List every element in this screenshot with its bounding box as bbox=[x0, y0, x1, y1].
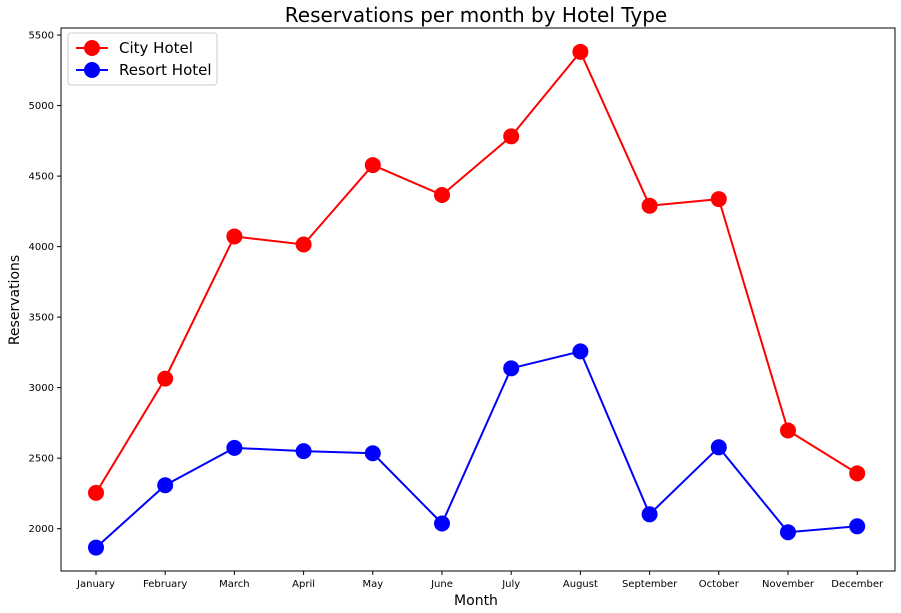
series-line-resort-hotel bbox=[95, 350, 858, 549]
plot-area bbox=[60, 27, 896, 572]
data-point bbox=[572, 343, 589, 360]
data-point bbox=[295, 443, 312, 460]
data-point bbox=[157, 370, 174, 387]
data-point bbox=[572, 43, 589, 60]
y-tick-label: 4000 bbox=[29, 242, 54, 253]
x-axis: January February March April May June July Augu… bbox=[76, 571, 884, 590]
data-point bbox=[641, 506, 658, 523]
data-point bbox=[641, 197, 658, 214]
data-point bbox=[849, 465, 866, 482]
data-point bbox=[849, 518, 866, 535]
x-tick-label: August bbox=[563, 579, 598, 590]
data-point bbox=[157, 477, 174, 494]
series-line-city-hotel bbox=[95, 49, 858, 494]
data-point bbox=[226, 228, 243, 245]
y-axis: 2000 2500 3000 3500 4000 4500 5000 5500 bbox=[29, 31, 61, 535]
data-point bbox=[780, 422, 796, 439]
legend-marker bbox=[84, 62, 100, 78]
x-tick-label: February bbox=[143, 579, 187, 590]
y-tick-label: 4500 bbox=[29, 172, 54, 183]
y-tick-label: 5000 bbox=[29, 101, 54, 112]
legend: City Hotel Resort Hotel bbox=[67, 32, 218, 86]
x-axis-label: Month bbox=[454, 593, 498, 609]
data-point bbox=[88, 484, 104, 501]
x-tick-label: June bbox=[430, 579, 453, 590]
legend-box bbox=[67, 32, 218, 86]
data-point bbox=[226, 439, 243, 456]
series-layer bbox=[88, 43, 866, 556]
x-tick-label: March bbox=[219, 579, 249, 590]
legend-label: Resort Hotel bbox=[119, 61, 212, 79]
x-tick-label: September bbox=[622, 579, 678, 590]
x-tick-label: November bbox=[762, 579, 815, 590]
data-point bbox=[434, 515, 450, 532]
data-point bbox=[88, 539, 104, 556]
data-point bbox=[295, 236, 312, 253]
x-tick-label: May bbox=[362, 579, 383, 590]
data-point bbox=[364, 157, 381, 174]
data-point bbox=[780, 524, 796, 541]
data-point bbox=[503, 128, 520, 145]
y-tick-label: 3500 bbox=[29, 313, 54, 324]
x-tick-label: January bbox=[76, 579, 115, 590]
x-tick-label: October bbox=[699, 579, 740, 590]
y-axis-label: Reservations bbox=[7, 255, 23, 345]
x-tick-label: July bbox=[501, 579, 520, 590]
data-point bbox=[503, 360, 520, 377]
y-tick-label: 5500 bbox=[29, 31, 54, 42]
data-point bbox=[710, 191, 727, 208]
y-tick-label: 2500 bbox=[29, 454, 54, 465]
y-tick-label: 2000 bbox=[29, 524, 54, 535]
data-point bbox=[434, 186, 450, 203]
data-point bbox=[364, 445, 381, 462]
legend-label: City Hotel bbox=[119, 39, 193, 57]
chart-title: Reservations per month by Hotel Type bbox=[285, 3, 667, 27]
y-tick-label: 3000 bbox=[29, 383, 54, 394]
x-tick-label: April bbox=[292, 579, 315, 590]
x-tick-label: December bbox=[831, 579, 884, 590]
legend-marker bbox=[84, 40, 100, 56]
data-point bbox=[710, 439, 727, 456]
